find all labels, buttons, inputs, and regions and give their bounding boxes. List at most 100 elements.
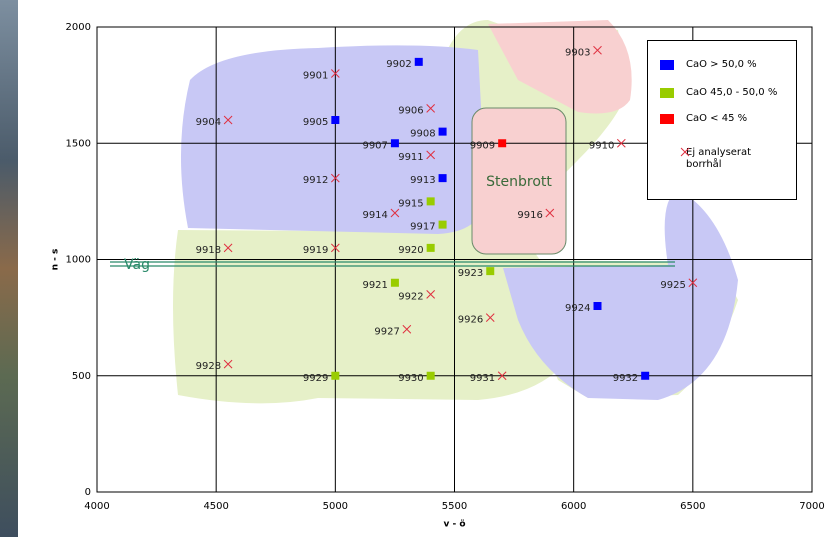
point xyxy=(426,290,436,299)
legend-swatch xyxy=(660,147,690,169)
point-label: 9910 xyxy=(589,140,614,151)
point xyxy=(641,371,650,380)
point xyxy=(616,138,626,148)
point xyxy=(593,45,602,55)
legend-swatch xyxy=(660,88,674,98)
legend-item: CaO > 50,0 % xyxy=(660,59,766,71)
point xyxy=(426,104,436,113)
plot: 9902 9905 9907 9908 9913 9924 9932 9915 9917 9920… xyxy=(196,45,698,384)
point-label: 9927 xyxy=(374,326,399,337)
point xyxy=(593,302,602,310)
point xyxy=(223,359,233,369)
point xyxy=(426,243,435,252)
x-tick-label: 6500 xyxy=(680,501,705,512)
y-tick-label: 0 xyxy=(85,487,91,498)
point-label: 9919 xyxy=(303,245,328,256)
x-tick-label: 4500 xyxy=(203,501,228,512)
point-label: 9915 xyxy=(398,198,423,209)
point xyxy=(545,208,555,218)
point xyxy=(402,324,412,334)
legend-label: CaO > 50,0 % xyxy=(686,59,757,70)
point-label: 9904 xyxy=(196,117,221,128)
point xyxy=(223,115,233,125)
point-label: 9906 xyxy=(398,105,423,116)
point xyxy=(330,173,340,183)
point xyxy=(426,150,436,160)
point xyxy=(223,243,233,253)
point-label: 9922 xyxy=(398,291,423,302)
legend-label: Ej analyserat borrhål xyxy=(686,147,752,170)
y-tick-label: 1000 xyxy=(66,255,91,266)
point-label: 9911 xyxy=(398,152,423,163)
point-label: 9918 xyxy=(196,245,221,256)
road xyxy=(110,261,675,267)
legend-item: CaO < 45 % xyxy=(660,113,766,125)
point-label: 9921 xyxy=(362,280,387,291)
point-label: 9903 xyxy=(565,47,590,58)
point xyxy=(330,243,340,253)
x-tick-label: 5000 xyxy=(323,501,348,512)
point-label: 9928 xyxy=(196,361,221,372)
point-label: 9913 xyxy=(410,175,435,186)
y-tick-label: 500 xyxy=(72,371,91,382)
x-tick-label: 5500 xyxy=(442,501,467,512)
point-label: 9932 xyxy=(613,373,638,384)
point-label: 9923 xyxy=(458,268,483,279)
point xyxy=(497,371,507,381)
legend-label: CaO < 45 % xyxy=(686,113,748,124)
region-blue xyxy=(180,45,486,234)
point xyxy=(498,139,507,148)
x-axis-label: v - ö xyxy=(443,520,465,530)
region-green xyxy=(173,230,570,404)
point-label: 9916 xyxy=(517,210,542,221)
quarry-label: Stenbrott xyxy=(486,174,552,190)
point-label: 9929 xyxy=(303,373,328,384)
quarry xyxy=(471,107,567,255)
point-label: 9925 xyxy=(660,280,685,291)
point-label: 9920 xyxy=(398,245,423,256)
point-label: 9908 xyxy=(410,129,435,140)
plot-border xyxy=(96,26,813,493)
legend-label: CaO 45,0 - 50,0 % xyxy=(686,87,778,98)
point xyxy=(485,313,495,322)
point-label: 9909 xyxy=(470,140,495,151)
legend-swatch xyxy=(660,60,674,70)
regions xyxy=(173,20,738,404)
x-tick-label: 4000 xyxy=(84,501,109,512)
point xyxy=(438,174,447,183)
legend: CaO > 50,0 % CaO 45,0 - 50,0 % CaO < 45 % E… xyxy=(647,40,797,200)
point xyxy=(438,220,447,229)
legend-swatch xyxy=(660,114,674,124)
legend-item: Ej analyserat borrhål xyxy=(660,147,756,171)
y-tick-label: 1500 xyxy=(66,138,91,149)
point-label: 9917 xyxy=(410,222,435,233)
point xyxy=(331,371,340,380)
x-tick-label: 6000 xyxy=(561,501,586,512)
region-blue xyxy=(503,190,738,400)
point xyxy=(331,116,340,124)
point-label: 9931 xyxy=(470,373,495,384)
point xyxy=(438,127,447,136)
point-label: 9905 xyxy=(303,117,328,128)
point-label: 9914 xyxy=(362,210,387,221)
point xyxy=(414,57,423,66)
point xyxy=(330,69,340,78)
point xyxy=(390,139,399,148)
y-axis-label: n - s xyxy=(51,249,61,271)
x-tick-label: 7000 xyxy=(799,501,824,512)
legend-cross xyxy=(680,147,690,157)
point xyxy=(688,278,698,288)
point xyxy=(426,371,435,380)
point xyxy=(390,208,400,218)
point xyxy=(390,278,399,287)
y-tick-label: 2000 xyxy=(66,22,91,33)
legend-item: CaO 45,0 - 50,0 % xyxy=(660,87,778,99)
axes: 4000 4500 5000 5500 6000 6500 7000 0 500 1000 1500… xyxy=(51,22,825,530)
point-label: 9926 xyxy=(458,315,483,326)
point xyxy=(426,197,435,206)
region-pink xyxy=(488,20,632,114)
road-label: Väg xyxy=(124,257,150,273)
point-label: 9924 xyxy=(565,303,590,314)
point xyxy=(486,267,495,276)
